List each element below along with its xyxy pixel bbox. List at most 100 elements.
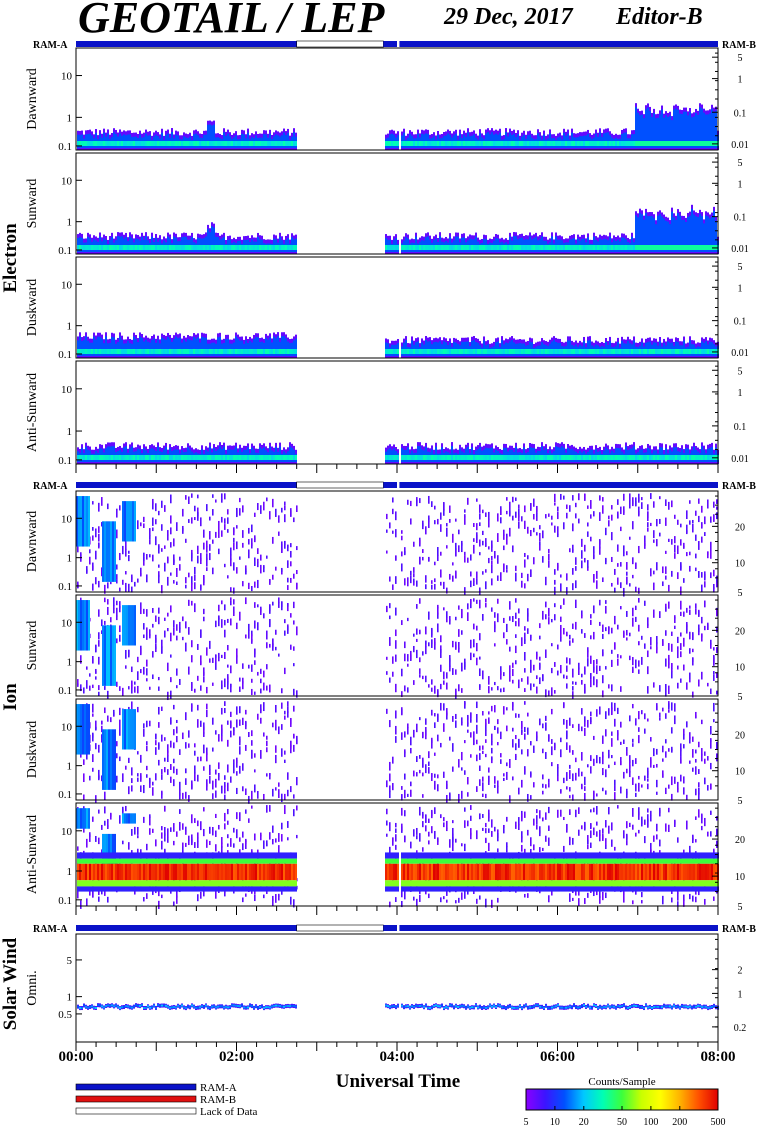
left-tick-label: 10: [61, 617, 73, 629]
right-tick-label: 2: [738, 966, 743, 977]
left-tick-label: 1: [67, 992, 73, 1004]
left-tick-label: 0.1: [58, 141, 72, 153]
x-axis-title: Universal Time: [336, 1071, 460, 1092]
left-tick-label: 1: [67, 761, 73, 773]
legend-swatch: [75, 1095, 197, 1103]
colorbar: Counts/Sample 5 10 20 50 100 200 500: [524, 1076, 726, 1128]
panel-ion-duskward: 10 1 0.1 20 10 5 Duskward: [25, 698, 745, 807]
left-tick-label: 1: [67, 553, 73, 565]
ram-a-bar: [76, 925, 297, 931]
left-tick-label: 0.5: [58, 1009, 72, 1021]
mode-label-right: RAM-B: [722, 481, 756, 492]
lack-of-data-bar: [397, 41, 400, 47]
direction-label: Sunward: [25, 621, 40, 671]
right-tick-label: 0.01: [731, 140, 749, 151]
right-tick-label: 0.01: [731, 244, 749, 255]
group-solar-wind: RAM-A RAM-B Solar Wind: [0, 924, 756, 1051]
direction-label: Omni.: [25, 970, 40, 1005]
left-tick-label: 1: [67, 426, 73, 438]
panel-frame: [75, 933, 719, 1043]
right-tick-label: 0.2: [734, 1023, 747, 1034]
left-tick-label: 0.1: [58, 685, 72, 697]
left-tick-label: 10: [61, 513, 73, 525]
panel-ion-sunward: 10 1 0.1 20 10 5 Sunward: [25, 594, 745, 703]
right-tick-label: 1: [738, 179, 743, 190]
x-tick-label: 08:00: [701, 1049, 736, 1065]
left-tick-label: 10: [61, 175, 73, 187]
panel-ion-dawnward: 10 1 0.1 20 10 5 Dawnward: [25, 490, 745, 599]
legend-swatch: [75, 1083, 197, 1091]
right-tick-label: 5: [738, 262, 743, 273]
mode-label-left: RAM-A: [33, 924, 68, 935]
right-tick-label: 5: [738, 588, 743, 599]
left-tick-label: 10: [61, 721, 73, 733]
ram-a-bar: [76, 41, 297, 47]
direction-label: Dawnward: [25, 511, 40, 572]
direction-label: Sunward: [25, 179, 40, 229]
ram-a-bar: [76, 482, 297, 488]
direction-label: Dawnward: [25, 68, 40, 129]
mode-label-right: RAM-B: [722, 40, 756, 51]
right-tick-label: 0.1: [734, 422, 747, 433]
right-tick-label: 5: [738, 158, 743, 169]
right-tick-label: 20: [735, 730, 745, 741]
legend-label: RAM-B: [200, 1094, 236, 1106]
panel-electron-dawnward: 10 1 0.1 5 1 0.1 0.01 Dawnward: [25, 47, 749, 153]
lack-of-data-bar: [296, 481, 384, 489]
left-tick-label: 5: [67, 955, 73, 967]
colorbar-tick-label: 10: [550, 1117, 560, 1128]
colorbar-tick-label: 50: [617, 1117, 627, 1128]
species-label: Ion: [0, 683, 21, 711]
ram-a-bar: [383, 482, 718, 488]
lack-of-data-bar: [397, 482, 400, 488]
left-tick-label: 0.1: [58, 245, 72, 257]
right-tick-label: 1: [738, 989, 743, 1000]
right-tick-label: 20: [735, 835, 745, 846]
panel-electron-duskward: 10 1 0.1 5 1 0.1 0.01 Duskward: [25, 256, 749, 361]
right-tick-label: 10: [735, 559, 745, 570]
left-tick-label: 10: [61, 71, 73, 83]
right-tick-label: 10: [735, 872, 745, 883]
panel-frame: [75, 698, 719, 801]
direction-label: Duskward: [25, 279, 40, 337]
panel-frame: [75, 594, 719, 697]
mode-label-right: RAM-B: [722, 924, 756, 935]
lack-of-data-bar: [296, 924, 384, 932]
legend-label: Lack of Data: [200, 1106, 258, 1118]
x-tick-label: 06:00: [540, 1049, 575, 1065]
right-tick-label: 20: [735, 522, 745, 533]
colorbar-tick-label: 100: [643, 1117, 658, 1128]
right-tick-label: 0.01: [731, 348, 749, 359]
panel-solar-wind-omni-: 5 1 0.5 2 1 0.2 Omni.: [25, 933, 747, 1043]
right-tick-label: 1: [738, 283, 743, 294]
species-label: Electron: [0, 223, 21, 293]
right-tick-label: 1: [738, 75, 743, 86]
lack-of-data-bar: [397, 925, 400, 931]
right-tick-label: 10: [735, 663, 745, 674]
colorbar-tick-label: 5: [524, 1117, 529, 1128]
colorbar-tick-label: 500: [711, 1117, 726, 1128]
panel-frame: [75, 490, 719, 593]
mode-label-left: RAM-A: [33, 40, 68, 51]
ram-a-bar: [383, 925, 718, 931]
left-tick-label: 1: [67, 112, 73, 124]
right-tick-label: 5: [738, 692, 743, 703]
left-tick-label: 1: [67, 217, 73, 229]
right-tick-label: 20: [735, 626, 745, 637]
direction-label: Anti-Sunward: [25, 815, 40, 894]
plot-date: 29 Dec, 2017: [444, 4, 573, 30]
left-tick-label: 10: [61, 279, 73, 291]
legend-label: RAM-A: [200, 1082, 237, 1094]
right-tick-label: 5: [738, 53, 743, 64]
left-tick-label: 0.1: [58, 581, 72, 593]
left-tick-label: 0.1: [58, 789, 72, 801]
panel-ion-anti-sunward: 10 1 0.1 20 10 5 Anti-Sunward: [25, 802, 745, 913]
x-tick-label: 00:00: [59, 1049, 94, 1065]
group-ion: RAM-A RAM-B Ion: [0, 481, 756, 915]
x-tick-label: 04:00: [380, 1049, 415, 1065]
left-tick-label: 10: [61, 826, 73, 838]
right-tick-label: 1: [738, 388, 743, 399]
direction-label: Duskward: [25, 721, 40, 779]
left-tick-label: 0.1: [58, 455, 72, 467]
